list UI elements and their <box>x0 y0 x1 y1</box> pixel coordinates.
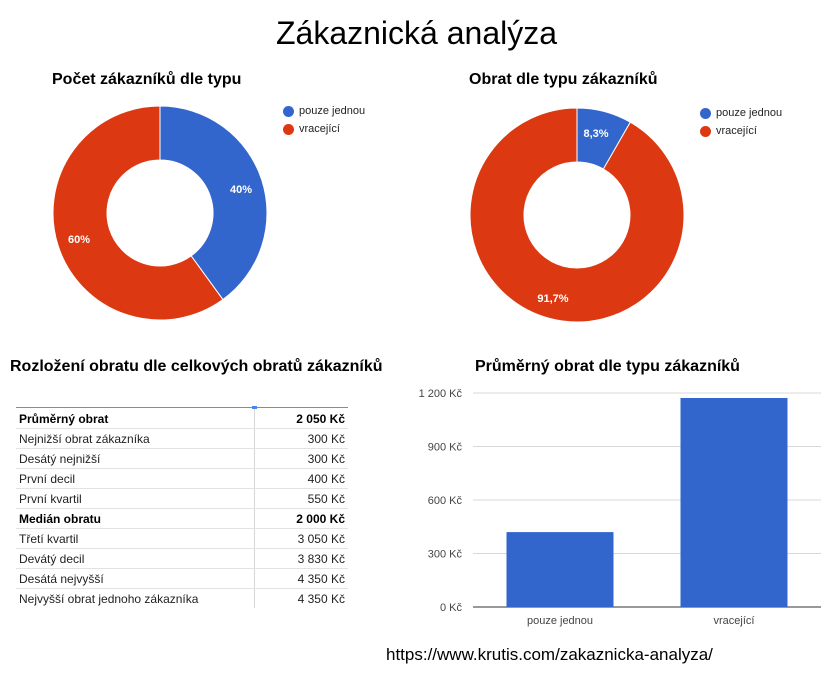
table-row: Nejvyšší obrat jednoho zákazníka 4 350 Kč <box>16 588 348 608</box>
table-row: Nejnižší obrat zákazníka 300 Kč <box>16 428 348 449</box>
row-label[interactable]: Nejvyšší obrat jednoho zákazníka <box>16 588 255 608</box>
row-label[interactable]: První decil <box>16 468 255 489</box>
row-label[interactable]: Devátý decil <box>16 548 255 569</box>
legend-red-dot-icon <box>283 123 294 135</box>
legend-label: vracející <box>716 125 757 137</box>
bar-pouze-jednou <box>506 532 614 607</box>
legend-item: vracející <box>283 120 365 138</box>
table-top-border <box>16 407 348 408</box>
donut-slice-vracející <box>469 107 685 323</box>
legend-item: pouze jednou <box>700 104 782 122</box>
legend-item: vracející <box>700 122 782 140</box>
customer-count-donut-chart: 40% 60% <box>52 105 268 321</box>
row-label[interactable]: Třetí kvartil <box>16 528 255 549</box>
legend-blue-dot-icon <box>700 107 711 119</box>
slice-percentage-label: 60% <box>68 234 90 246</box>
table-row: Medián obratu 2 000 Kč <box>16 508 348 529</box>
revenue-distribution-table: Průměrný obrat 2 050 Kč Nejnižší obrat zák… <box>16 409 348 608</box>
row-value[interactable]: 300 Kč <box>254 448 348 469</box>
row-label[interactable]: Desátý nejnižší <box>16 448 255 469</box>
row-value[interactable]: 4 350 Kč <box>297 591 345 606</box>
row-value[interactable]: 3 050 Kč <box>254 528 348 549</box>
table-row: Desátá nejvyšší 4 350 Kč <box>16 568 348 589</box>
legend-red-dot-icon <box>700 125 711 137</box>
legend-blue-dot-icon <box>283 105 294 117</box>
y-axis-tick-label: 300 Kč <box>428 549 463 561</box>
source-url-link[interactable]: https://www.krutis.com/zakaznicka-analyz… <box>386 645 713 664</box>
legend-label: pouze jednou <box>716 107 783 119</box>
avg-revenue-chart-title: Průměrný obrat dle typu zákazníků <box>475 358 740 375</box>
table-row: Devátý decil 3 830 Kč <box>16 548 348 569</box>
row-label[interactable]: Medián obratu <box>16 508 255 529</box>
row-value[interactable]: 550 Kč <box>254 488 348 509</box>
column-resize-handle[interactable] <box>252 406 257 409</box>
bar-vracející <box>680 397 788 607</box>
donut-slice-vracející <box>52 105 224 321</box>
customer-count-legend: pouze jednou vracející <box>283 102 365 138</box>
legend-item: pouze jednou <box>283 102 365 120</box>
row-value[interactable]: 300 Kč <box>254 428 348 449</box>
x-axis-category-label: vracející <box>714 615 755 627</box>
row-label[interactable]: První kvartil <box>16 488 255 509</box>
slice-percentage-label: 8,3% <box>583 128 608 140</box>
row-label[interactable]: Desátá nejvyšší <box>16 568 255 589</box>
row-value[interactable]: 4 350 Kč <box>254 568 348 589</box>
customer-count-chart-title: Počet zákazníků dle typu <box>52 71 242 88</box>
table-row: První kvartil 550 Kč <box>16 488 348 509</box>
table-row: Třetí kvartil 3 050 Kč <box>16 528 348 549</box>
y-axis-tick-label: 600 Kč <box>428 495 463 507</box>
revenue-distribution-title: Rozložení obratu dle celkových obratů zá… <box>10 358 383 375</box>
page-title: Zákaznická analýza <box>275 15 558 51</box>
row-value[interactable]: 3 830 Kč <box>254 548 348 569</box>
legend-label: pouze jednou <box>299 105 366 117</box>
y-axis-tick-label: 1 200 Kč <box>419 388 463 400</box>
row-value[interactable]: 2 050 Kč <box>254 409 348 429</box>
donut-slice-pouze-jednou <box>159 105 268 301</box>
row-value[interactable]: 2 000 Kč <box>254 508 348 529</box>
slice-percentage-label: 91,7% <box>537 293 568 305</box>
y-axis-tick-label: 0 Kč <box>440 602 463 614</box>
row-label[interactable]: Nejnižší obrat zákazníka <box>16 428 255 449</box>
legend-label: vracející <box>299 123 340 135</box>
table-row: Desátý nejnižší 300 Kč <box>16 448 348 469</box>
revenue-legend: pouze jednou vracející <box>700 104 782 140</box>
x-axis-category-label: pouze jednou <box>527 615 593 627</box>
avg-revenue-bar-chart: 0 Kč 300 Kč 600 Kč 900 Kč 1 200 Kč pouze jedn… <box>419 388 821 627</box>
row-label[interactable]: Průměrný obrat <box>16 409 255 429</box>
revenue-donut-chart: 8,3% 91,7% <box>469 107 685 323</box>
slice-percentage-label: 40% <box>230 184 252 196</box>
y-axis-tick-label: 900 Kč <box>428 442 463 454</box>
table-row: První decil 400 Kč <box>16 468 348 489</box>
row-value[interactable]: 400 Kč <box>254 468 348 489</box>
table-row: Průměrný obrat 2 050 Kč <box>16 409 348 429</box>
revenue-chart-title: Obrat dle typu zákazníků <box>469 71 658 88</box>
